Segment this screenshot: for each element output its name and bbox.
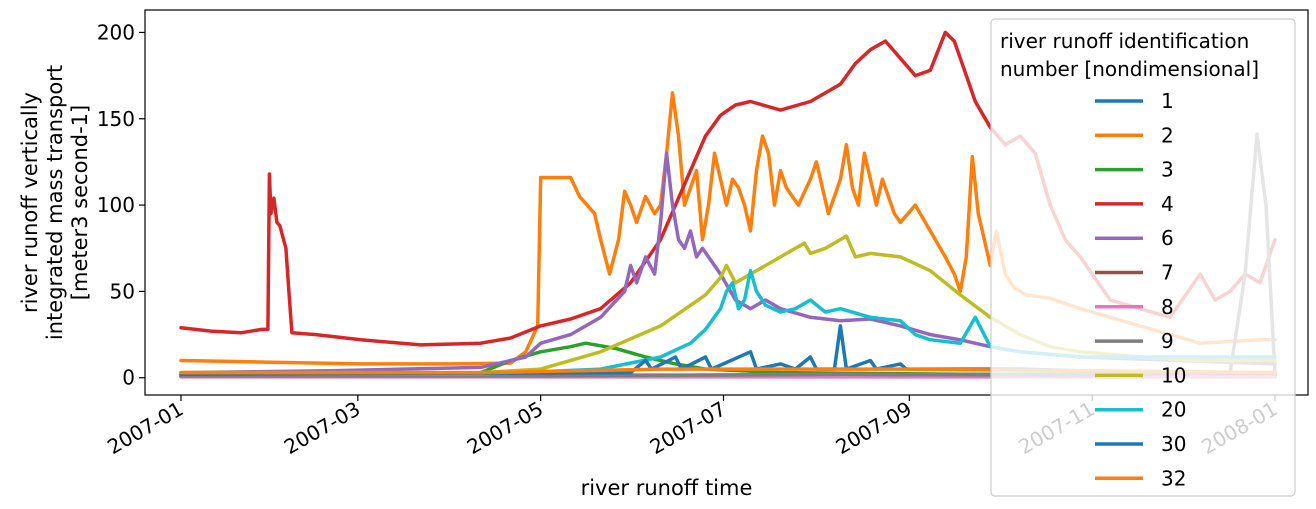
- x-tick-label: 2007-03: [280, 397, 364, 460]
- legend-label-2: 2: [1161, 123, 1174, 147]
- series-layer: [179, 30, 1277, 379]
- y-axis: 0 50 100 150 200: [97, 20, 145, 390]
- legend-label-32: 32: [1161, 466, 1186, 490]
- plot-frame: [144, 9, 1309, 396]
- x-tick-label: 2007-07: [646, 397, 730, 460]
- y-tick-label: 200: [97, 20, 135, 44]
- x-tick-label: 2007-09: [831, 397, 915, 460]
- legend-label-6: 6: [1161, 226, 1174, 250]
- series-line-20: [179, 268, 1277, 377]
- x-axis-label: river runoff time: [581, 476, 753, 500]
- y-axis-label-line: river runoff vertically: [18, 92, 42, 313]
- legend-label-4: 4: [1161, 192, 1174, 216]
- legend-title-line: number [nondimensional]: [1000, 57, 1259, 81]
- legend-label-7: 7: [1161, 261, 1174, 285]
- legend-label-30: 30: [1161, 432, 1186, 456]
- legend-label-8: 8: [1161, 295, 1174, 319]
- y-tick-label: 100: [97, 193, 135, 217]
- y-tick-label: 0: [122, 366, 135, 390]
- y-axis-label-line: [meter3 second-1]: [68, 105, 92, 300]
- y-tick-label: 150: [97, 107, 135, 131]
- legend-title-line: river runoff identification: [1000, 29, 1249, 53]
- legend-label-20: 20: [1161, 398, 1186, 422]
- x-tick-label: 2007-01: [103, 397, 187, 460]
- legend-box: [990, 18, 1296, 497]
- y-axis-label-line: integrated mass transport: [43, 65, 67, 340]
- legend-label-9: 9: [1161, 329, 1174, 353]
- legend-label-1: 1: [1161, 89, 1174, 113]
- y-axis-label: river runoff verticallyintegrated mass t…: [18, 65, 92, 340]
- legend-label-3: 3: [1161, 158, 1174, 182]
- legend: river runoff identification number [nondi…: [990, 18, 1296, 497]
- series-line-2: [179, 91, 1277, 366]
- y-tick-label: 50: [110, 279, 135, 303]
- x-tick-label: 2007-05: [463, 397, 547, 460]
- legend-label-10: 10: [1161, 363, 1186, 387]
